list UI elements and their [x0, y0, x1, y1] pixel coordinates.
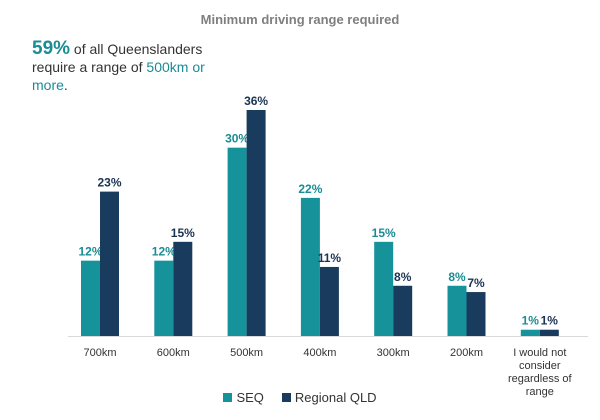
callout-text-after: . — [63, 77, 68, 93]
data-label-seq-1: 12% — [152, 245, 176, 259]
bar-seq-6 — [520, 329, 540, 336]
legend-item-regional: Regional QLD — [281, 390, 377, 405]
bar-seq-4 — [374, 241, 394, 336]
data-label-regional-1: 15% — [171, 226, 195, 240]
data-label-regional-6: 1% — [541, 314, 559, 328]
x-tick-label-2: 500km — [230, 347, 263, 359]
callout-percent: 59% — [32, 38, 71, 59]
legend-item-seq: SEQ — [223, 390, 264, 405]
x-tick-label-4: 300km — [377, 347, 410, 359]
legend-swatch-regional — [281, 393, 291, 402]
bar-regional-1 — [173, 241, 193, 336]
bar-seq-3 — [300, 197, 320, 336]
bar-seq-1 — [154, 260, 174, 336]
legend-label-regional: Regional QLD — [294, 390, 377, 405]
bar-regional-5 — [466, 292, 486, 336]
data-label-regional-0: 23% — [97, 176, 121, 190]
legend: SEQ Regional QLD — [0, 390, 600, 405]
x-tick-label-6: I would not consider regardless of range — [508, 347, 573, 398]
data-label-seq-6: 1% — [522, 314, 540, 328]
x-tick-label-5: 200km — [450, 347, 483, 359]
x-tick-label-1: 600km — [157, 347, 190, 359]
data-label-seq-2: 30% — [225, 132, 249, 146]
callout-text: 59% of all Queenslanders require a range… — [32, 38, 242, 94]
x-tick-label-3: 400km — [303, 347, 336, 359]
data-label-seq-3: 22% — [298, 182, 322, 196]
callout-text-before: of all Queenslanders require a range of — [32, 41, 203, 75]
bar-regional-2 — [246, 110, 266, 336]
bar-seq-2 — [227, 147, 247, 336]
data-label-regional-3: 11% — [318, 251, 342, 265]
bar-seq-5 — [447, 285, 467, 336]
data-label-seq-5: 8% — [448, 270, 466, 284]
legend-label-seq: SEQ — [236, 390, 264, 405]
x-tick-label-0: 700km — [83, 347, 116, 359]
callout-highlight: 500km or more — [32, 59, 205, 93]
legend-swatch-seq — [223, 393, 233, 402]
chart-title: Minimum driving range required — [200, 12, 400, 27]
bar-regional-3 — [319, 266, 339, 336]
data-label-regional-5: 7% — [467, 276, 485, 290]
data-label-regional-2: 36% — [244, 94, 268, 108]
data-label-regional-4: 8% — [394, 270, 412, 284]
bar-regional-4 — [393, 285, 413, 336]
data-label-seq-4: 15% — [372, 226, 396, 240]
bar-regional-6 — [539, 329, 559, 336]
bar-regional-0 — [100, 191, 119, 336]
bar-seq-0 — [81, 260, 100, 336]
data-label-seq-0: 12% — [78, 245, 102, 259]
